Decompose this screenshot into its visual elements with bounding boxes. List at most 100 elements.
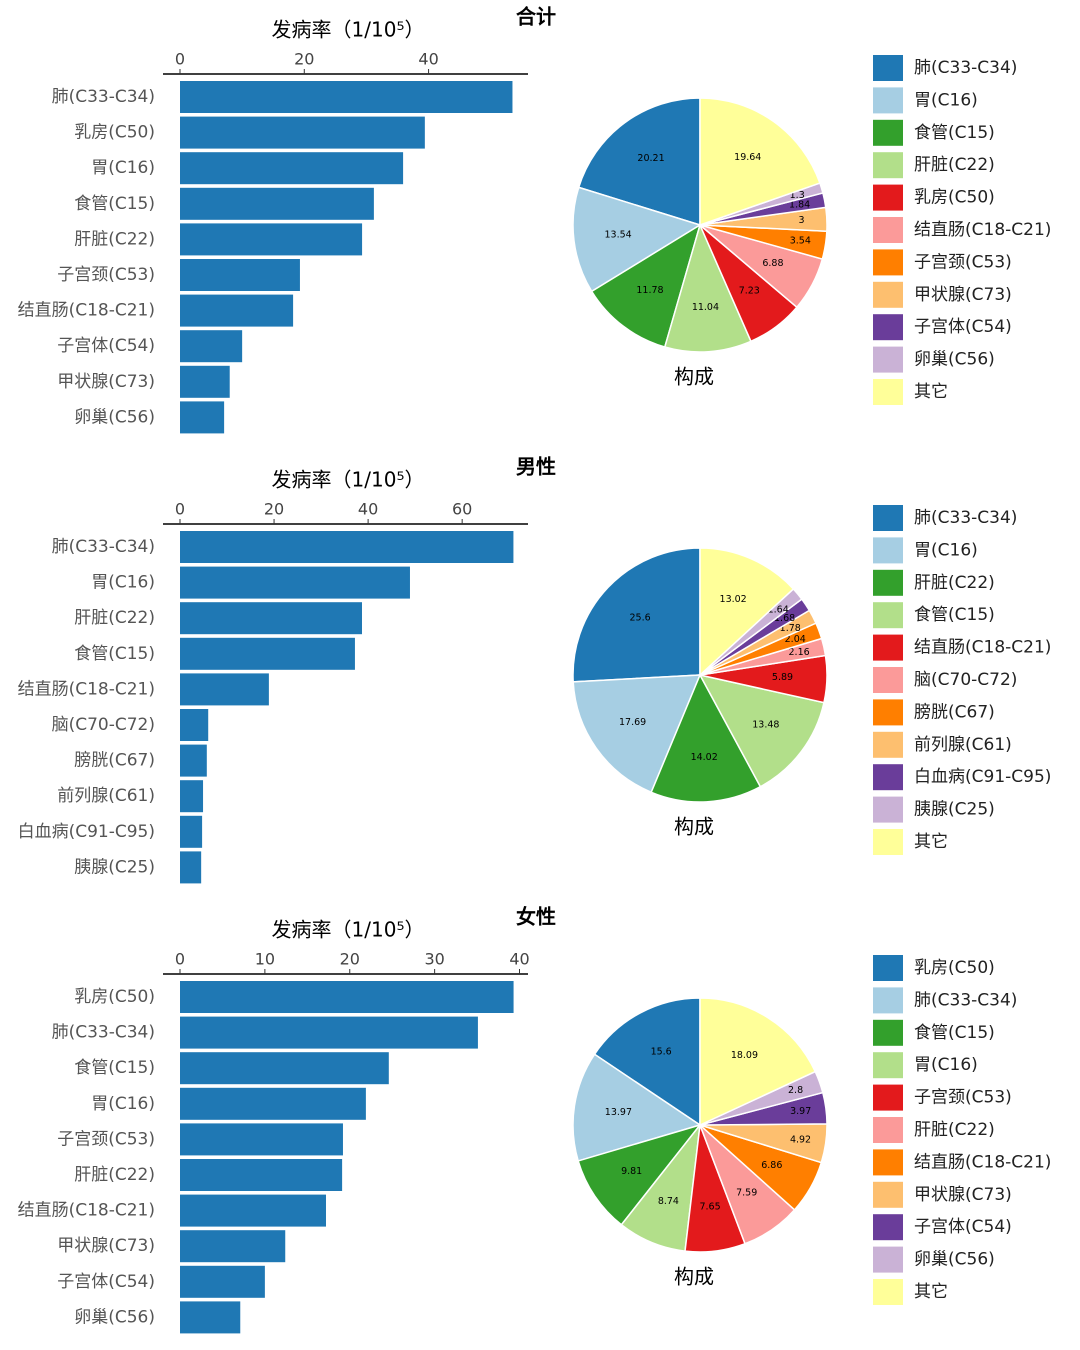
pie-slice [577,97,701,227]
bar [180,1194,326,1227]
legend-label: 胃(C16) [914,90,978,110]
y-tick-label: 肺(C33-C34) [52,1023,155,1043]
legend-swatch [873,569,903,596]
legend-swatch [873,1117,903,1143]
bar [180,1159,343,1191]
x-tick-label: 30 [424,950,444,969]
legend-swatch [873,1052,903,1079]
legend-label: 食管(C15) [914,1023,995,1043]
bar [180,152,404,185]
legend-label: 乳房(C50) [914,958,995,978]
x-tick-label: 20 [264,500,284,519]
x-tick-label: 20 [294,50,314,69]
y-tick-label: 肝脏(C22) [74,1165,155,1185]
bar [180,1052,389,1085]
pie-slice [663,222,752,353]
legend-label: 结直肠(C18-C21) [914,1152,1051,1172]
y-tick-label: 结直肠(C18-C21) [18,301,155,321]
y-tick-label: 食管(C15) [74,1058,155,1078]
pie-slice [650,673,762,803]
legend-label: 子宫体(C54) [914,1217,1012,1237]
y-tick-label: 子宫体(C54) [57,336,155,356]
legend-label: 食管(C15) [914,605,995,625]
bar [180,1016,478,1049]
bar [180,602,362,635]
bar [180,1265,265,1298]
y-tick-label: 食管(C15) [74,194,155,214]
legend-swatch [873,731,903,758]
y-tick-label: 子宫颈(C53) [57,1129,155,1149]
legend-label: 其它 [914,1282,948,1302]
data-label: 9.81 [621,1166,642,1177]
pie-slice [699,97,821,227]
legend-swatch [873,119,903,146]
data-label: 1.68 [774,613,795,624]
legend-swatch [873,829,903,855]
data-label: 2.16 [789,647,810,658]
legend-swatch [873,152,903,179]
data-label: 13.54 [604,230,631,241]
axis-title: 发病率（1/10⁵） [272,18,425,42]
y-tick-label: 甲状腺(C73) [57,1236,155,1256]
legend-label: 肺(C33-C34) [914,58,1017,78]
data-label: 3.54 [790,236,811,247]
y-tick-label: 肝脏(C22) [74,229,155,249]
x-tick-label: 20 [340,950,360,969]
y-tick-label: 结直肠(C18-C21) [18,679,155,699]
legend-swatch [873,796,903,823]
legend-label: 肺(C33-C34) [914,990,1017,1010]
x-tick-label: 0 [175,950,185,969]
legend-swatch [873,87,903,114]
data-label: 2.04 [785,634,806,645]
data-label: 2.8 [788,1085,803,1096]
legend-label: 结直肠(C18-C21) [914,220,1051,240]
bar [180,294,294,327]
data-label: 8.74 [658,1196,679,1207]
y-tick-label: 肝脏(C22) [74,608,155,628]
data-label: 11.78 [636,285,663,296]
legend-label: 其它 [914,832,948,852]
legend-swatch [873,537,903,564]
x-tick-label: 40 [358,500,378,519]
data-label: 1.64 [768,605,789,616]
data-label: 4.92 [790,1134,811,1145]
axis-title: 发病率（1/10⁵） [272,918,425,942]
data-label: 6.88 [762,258,783,269]
legend-swatch [873,699,903,726]
legend-swatch [873,764,903,791]
legend-label: 其它 [914,382,948,402]
legend-label: 甲状腺(C73) [914,1185,1012,1205]
legend-label: 胃(C16) [914,1055,978,1075]
data-label: 13.48 [752,719,779,730]
bar [180,780,204,813]
x-tick-label: 60 [452,500,472,519]
bar [180,1301,241,1334]
y-tick-label: 白血病(C91-C95) [18,822,155,842]
legend-label: 肝脏(C22) [914,155,995,175]
legend-label: 肝脏(C22) [914,573,995,593]
data-label: 25.6 [629,613,650,624]
legend-label: 肝脏(C22) [914,1120,995,1140]
legend-label: 卵巢(C56) [914,1250,995,1270]
y-tick-label: 脑(C70-C72) [52,715,155,735]
y-tick-label: 甲状腺(C73) [57,372,155,392]
data-label: 15.6 [651,1047,672,1058]
bar [180,330,243,363]
bar [180,851,202,884]
chart-title: 女性 [516,905,556,929]
pie-slice [699,547,795,677]
bar [180,709,209,741]
legend-swatch [873,987,903,1014]
pie-slice [572,674,702,794]
pie-slice [572,547,701,683]
data-label: 3 [798,215,804,226]
chart-title: 构成 [674,815,714,839]
legend-swatch [873,1246,903,1273]
y-tick-label: 胰腺(C25) [74,857,155,877]
bar [180,223,363,256]
legend-label: 卵巢(C56) [914,350,995,370]
bar [180,566,410,599]
bar [180,531,514,563]
legend-swatch [873,1019,903,1046]
data-label: 17.69 [619,717,646,728]
